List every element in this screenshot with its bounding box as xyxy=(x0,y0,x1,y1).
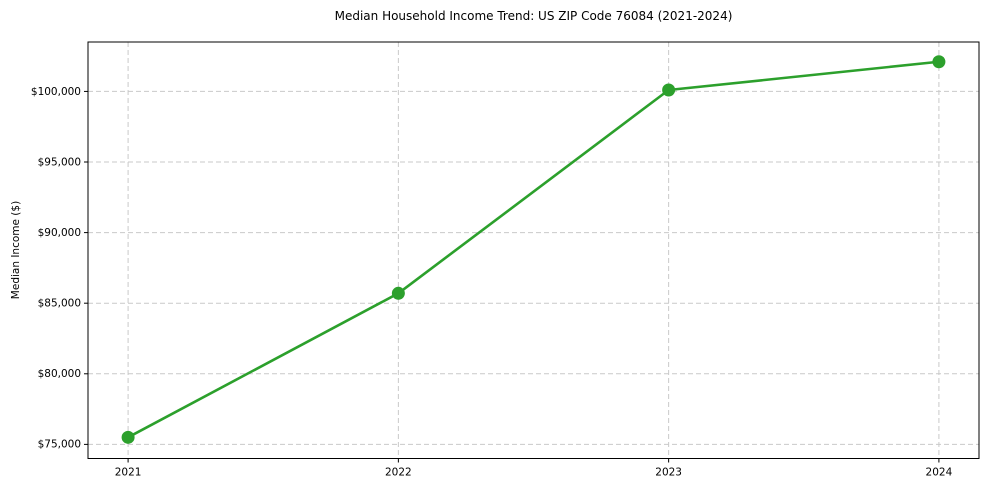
y-tick-label: $95,000 xyxy=(38,156,81,168)
trend-line xyxy=(126,60,941,439)
chart-title: Median Household Income Trend: US ZIP Co… xyxy=(334,9,733,23)
data-point xyxy=(662,83,676,97)
data-point xyxy=(391,286,405,300)
data-point xyxy=(932,55,946,69)
x-tick-label: 2022 xyxy=(385,467,412,479)
y-tick-label: $85,000 xyxy=(38,298,81,310)
data-point xyxy=(121,430,135,444)
plot-border xyxy=(87,41,980,459)
y-tick-label: $100,000 xyxy=(31,86,81,98)
x-tick-label: 2021 xyxy=(115,467,142,479)
x-tick-label: 2024 xyxy=(926,467,953,479)
y-tick-label: $90,000 xyxy=(38,227,81,239)
y-tick-label: $80,000 xyxy=(38,368,81,380)
x-tick-label: 2023 xyxy=(655,467,682,479)
y-tick-label: $75,000 xyxy=(38,439,81,451)
